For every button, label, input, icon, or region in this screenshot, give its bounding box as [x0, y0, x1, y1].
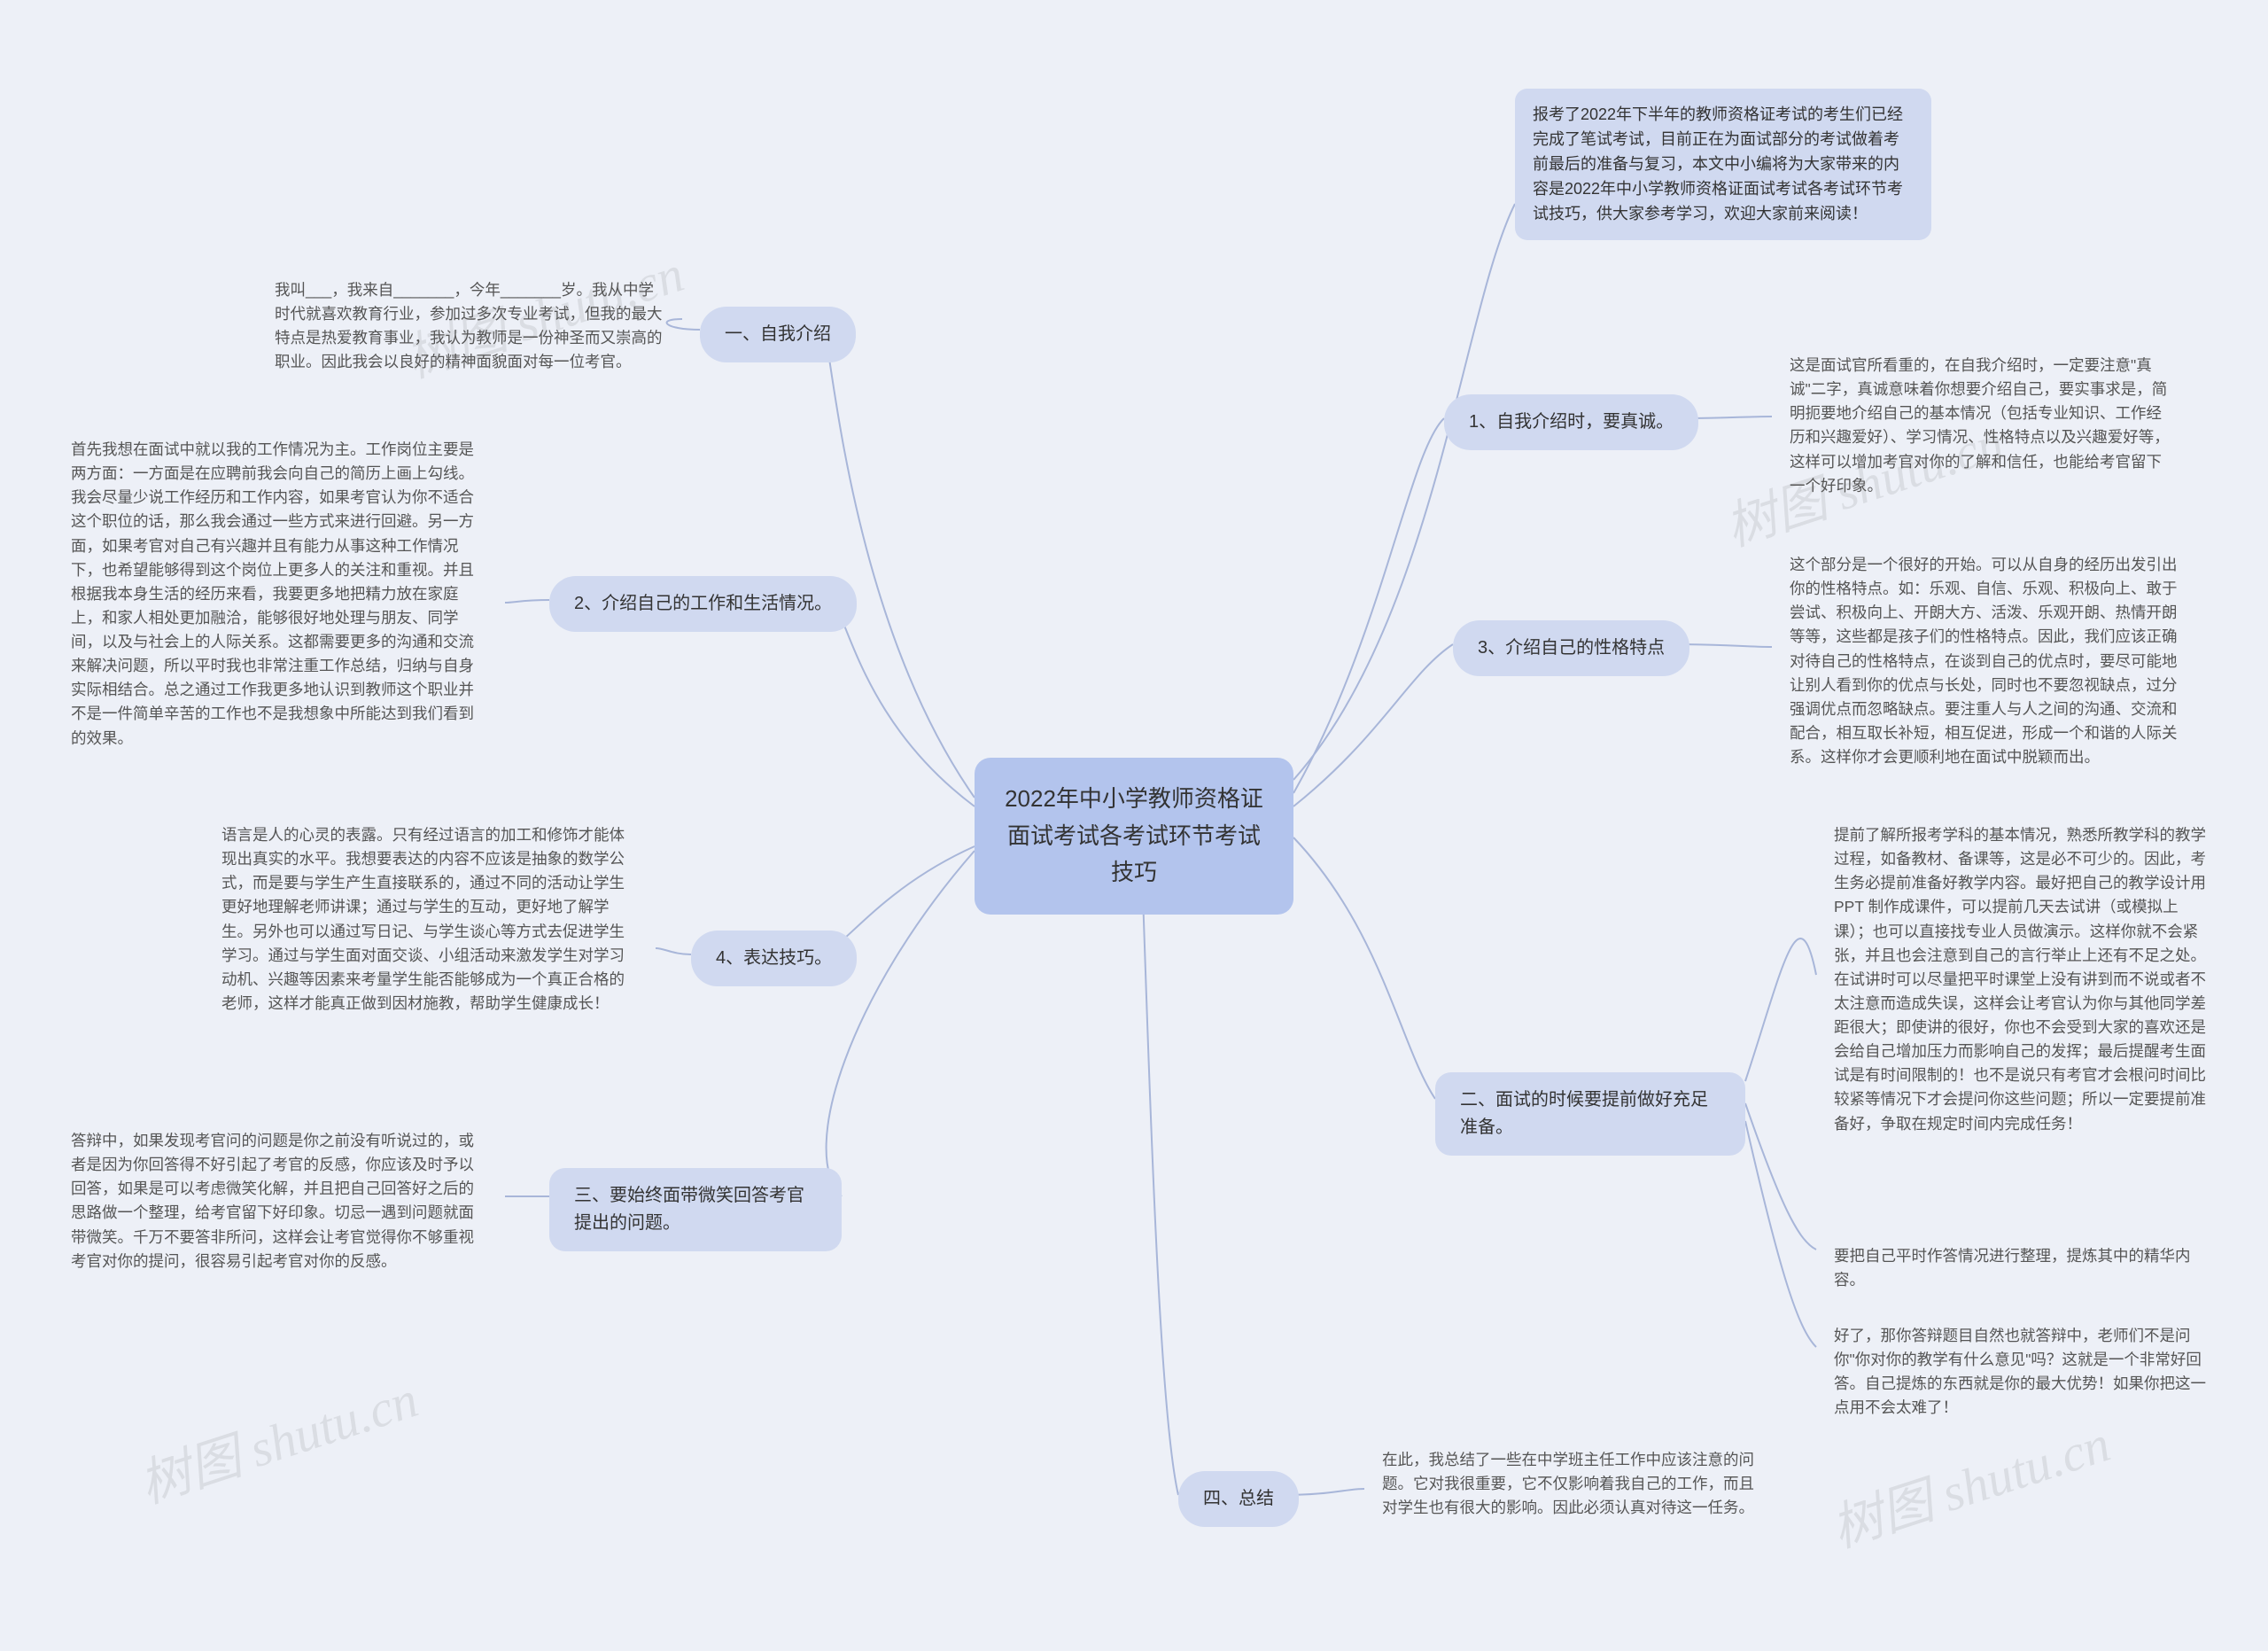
- branch-self-intro[interactable]: 一、自我介绍: [700, 307, 856, 362]
- branch-work-life[interactable]: 2、介绍自己的工作和生活情况。: [549, 576, 857, 632]
- center-node[interactable]: 2022年中小学教师资格证面试考试各考试环节考试技巧: [975, 758, 1293, 915]
- branch-summary[interactable]: 四、总结: [1178, 1471, 1299, 1527]
- plain-personality: 这个部分是一个很好的开始。可以从自身的经历出发引出你的性格特点。如：乐观、自信、…: [1772, 541, 2197, 782]
- plain-expression: 语言是人的心灵的表露。只有经过语言的加工和修饰才能体现出真实的水平。我想要表达的…: [204, 811, 656, 1028]
- branch-prepare[interactable]: 二、面试的时候要提前做好充足准备。: [1435, 1072, 1745, 1156]
- plain-self-intro: 我叫___，我来自_______，今年_______岁。我从中学时代就喜欢教育行…: [257, 266, 682, 387]
- plain-work-life: 首先我想在面试中就以我的工作情况为主。工作岗位主要是两方面：一方面是在应聘前我会…: [53, 425, 505, 763]
- plain-smile-answer: 答辩中，如果发现考官问的问题是你之前没有听说过的，或者是因为你回答得不好引起了考…: [53, 1117, 505, 1286]
- branch-sincere[interactable]: 1、自我介绍时，要真诚。: [1444, 394, 1698, 450]
- plain-sincere: 这是面试官所看重的，在自我介绍时，一定要注意"真诚"二字，真诚意味着你想要介绍自…: [1772, 341, 2188, 510]
- plain-prepare-3: 好了，那你答辩题目自然也就答辩中，老师们不是问你"你对你的教学有什么意见"吗？这…: [1816, 1312, 2224, 1433]
- branch-personality[interactable]: 3、介绍自己的性格特点: [1453, 620, 1689, 676]
- plain-prepare-2: 要把自己平时作答情况进行整理，提炼其中的精华内容。: [1816, 1232, 2224, 1304]
- watermark: 树图 shutu.cn: [128, 1358, 425, 1517]
- plain-summary: 在此，我总结了一些在中学班主任工作中应该注意的问题。它对我很重要，它不仅影响着我…: [1364, 1436, 1781, 1532]
- plain-prepare-1: 提前了解所报考学科的基本情况，熟悉所教学科的教学过程，如备教材、备课等，这是必不…: [1816, 811, 2224, 1149]
- branch-smile-answer[interactable]: 三、要始终面带微笑回答考官提出的问题。: [549, 1168, 842, 1251]
- branch-expression[interactable]: 4、表达技巧。: [691, 931, 857, 986]
- intro-detail: 报考了2022年下半年的教师资格证考试的考生们已经完成了笔试考试，目前正在为面试…: [1515, 89, 1931, 240]
